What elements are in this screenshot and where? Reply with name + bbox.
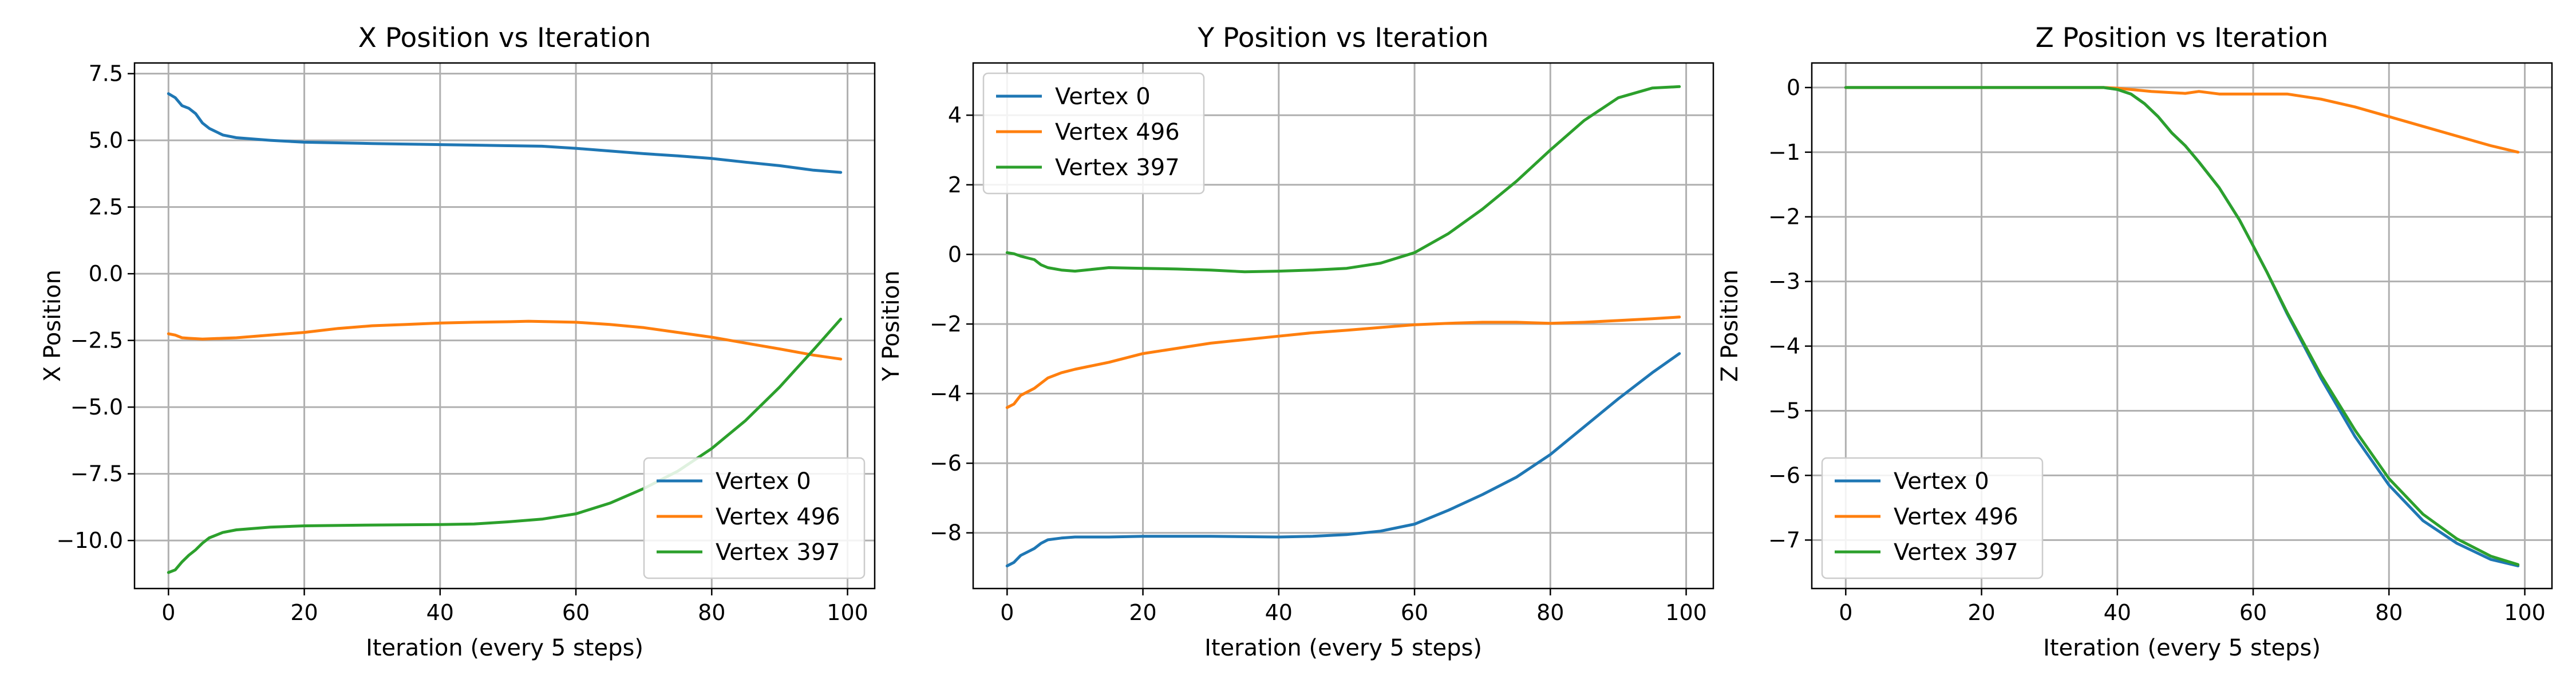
x-tick-label: 0 — [1839, 600, 1852, 625]
y-axis-label: X Position — [39, 270, 66, 382]
x-tick-label: 60 — [562, 600, 590, 625]
y-axis-label: Z Position — [1717, 270, 1743, 382]
chart-title: X Position vs Iteration — [358, 22, 651, 54]
chart-title: Z Position vs Iteration — [2036, 22, 2329, 54]
y-tick-label: 2 — [948, 172, 962, 198]
x-tick-label: 80 — [2375, 600, 2403, 625]
legend-box — [1821, 457, 2044, 579]
x-tick-label: 20 — [1967, 600, 1995, 625]
legend: Vertex 0 Vertex 496 Vertex 397 — [643, 457, 866, 579]
y-axis-label: Y Position — [878, 271, 904, 382]
x-tick-label: 40 — [1265, 600, 1293, 625]
x-tick-label: 0 — [161, 600, 175, 625]
axes-frame — [1811, 62, 2553, 590]
legend-label: Vertex 0 — [1894, 468, 1989, 495]
legend-box — [982, 72, 1205, 195]
y-tick-label: −2 — [1768, 204, 1800, 230]
y-tick-label: 7.5 — [89, 61, 123, 86]
y-tick-label: 5.0 — [89, 128, 123, 153]
legend-label: Vertex 496 — [1894, 504, 2018, 530]
y-tick-label: 0.0 — [89, 261, 123, 286]
y-tick-label: −7 — [1768, 527, 1800, 552]
x-tick-label: 0 — [1000, 600, 1014, 625]
series-line-vertex-397 — [1844, 86, 2520, 566]
series-line-vertex-0 — [167, 92, 843, 174]
x-tick-label: 60 — [2239, 600, 2267, 625]
series-line-vertex-496 — [167, 319, 843, 361]
chart-title: Y Position vs Iteration — [1197, 22, 1488, 54]
legend-label: Vertex 0 — [1055, 84, 1151, 110]
y-tick-label: −1 — [1768, 140, 1800, 165]
x-tick-label: 100 — [2504, 600, 2546, 625]
x-axis-label: Iteration (every 5 steps) — [1204, 635, 1482, 661]
y-tick-label: 4 — [948, 102, 962, 128]
series-line-vertex-0 — [1005, 352, 1681, 567]
legend-label: Vertex 496 — [716, 504, 840, 530]
legend-label: Vertex 397 — [716, 539, 840, 566]
y-tick-label: −6 — [930, 451, 962, 476]
x-axis-label: Iteration (every 5 steps) — [2043, 635, 2321, 661]
series-line-vertex-397 — [167, 317, 843, 574]
x-tick-label: 40 — [426, 600, 454, 625]
series-line-vertex-496 — [1005, 315, 1681, 409]
legend: Vertex 0 Vertex 496 Vertex 397 — [1821, 457, 2044, 579]
y-tick-label: 0 — [1787, 75, 1800, 100]
chart-panel-2: 0 20 40 60 80 100 −7 −6 −5 −4 −3 −2 −1 0 Z Position vs… — [1717, 22, 2553, 661]
y-tick-label: −2 — [930, 311, 962, 337]
x-tick-label: 80 — [1536, 600, 1564, 625]
legend-label: Vertex 397 — [1894, 539, 2018, 566]
legend-label: Vertex 496 — [1055, 119, 1180, 145]
chart-panel-1: 0 20 40 60 80 100 −8 −6 −4 −2 0 2 4 Y Position vs Ite… — [878, 22, 1714, 661]
legend-label: Vertex 397 — [1055, 155, 1180, 181]
x-tick-label: 20 — [1129, 600, 1156, 625]
y-tick-label: −7.5 — [70, 461, 123, 487]
chart-panel-0: 0 20 40 60 80 100 −10.0 −7.5 −5.0 −2.5 0.0 2.5 5.0 7.… — [39, 22, 876, 661]
y-tick-label: −4 — [930, 381, 962, 406]
y-tick-label: 0 — [948, 242, 962, 267]
x-tick-label: 80 — [698, 600, 725, 625]
x-axis-label: Iteration (every 5 steps) — [366, 635, 643, 661]
axes-frame — [972, 62, 1714, 590]
y-tick-label: −2.5 — [70, 328, 123, 353]
legend: Vertex 0 Vertex 496 Vertex 397 — [982, 72, 1205, 195]
y-tick-label: 2.5 — [89, 195, 123, 220]
legend-box — [643, 457, 866, 579]
y-tick-label: −8 — [930, 520, 962, 546]
axes-frame — [133, 62, 876, 590]
x-tick-label: 40 — [2104, 600, 2131, 625]
legend-label: Vertex 0 — [716, 468, 811, 495]
y-tick-label: −3 — [1768, 269, 1800, 294]
y-tick-label: −5 — [1768, 398, 1800, 423]
series-line-vertex-397 — [1005, 85, 1681, 274]
x-tick-label: 20 — [290, 600, 318, 625]
x-tick-label: 100 — [1665, 600, 1707, 625]
x-tick-label: 100 — [827, 600, 868, 625]
x-tick-label: 60 — [1401, 600, 1428, 625]
y-tick-label: −6 — [1768, 463, 1800, 488]
y-tick-label: −5.0 — [70, 394, 123, 420]
y-tick-label: −10.0 — [57, 528, 123, 553]
y-tick-label: −4 — [1768, 334, 1800, 359]
